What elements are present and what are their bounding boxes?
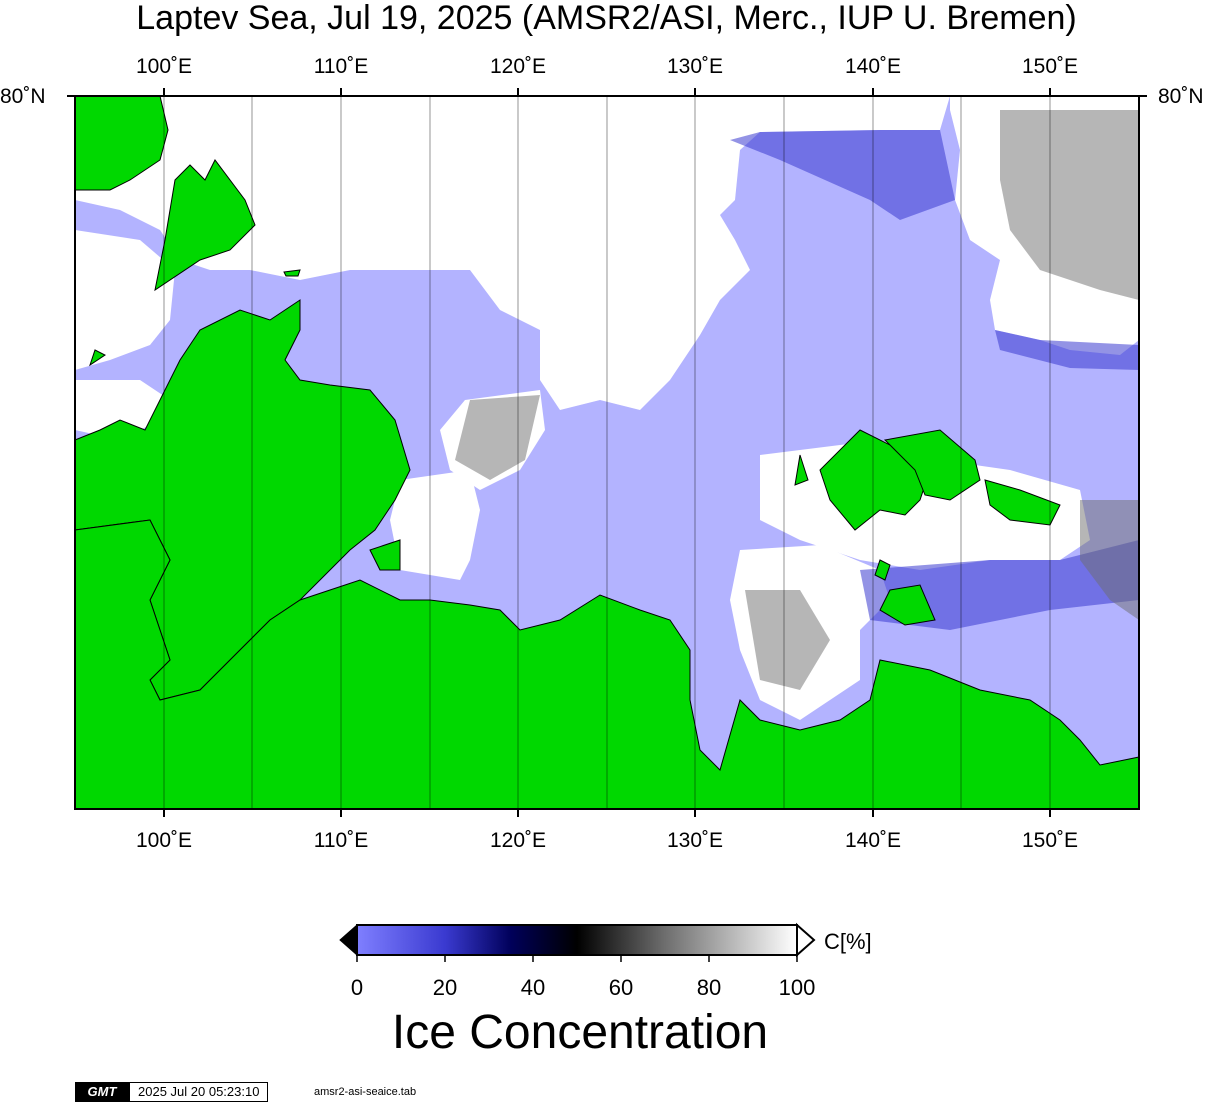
colorbar-tick-100: 100 [778,975,816,1000]
lon-label-bottom-140e: 140˚E [844,829,902,852]
stolbovoy-island [879,584,936,626]
severnaya-zemlya-bolshevik [154,159,256,292]
colorbar [339,922,816,962]
lon-label-bottom-110e: 110˚E [313,829,369,852]
colorbar-tick-60: 60 [608,975,634,1000]
colorbar-tick-0: 0 [350,975,364,1000]
colorbar-right-triangle [796,922,816,958]
graticule [163,96,1051,809]
lat-label-left-80n: 80˚N [0,85,46,108]
severnaya-zemlya-west [74,95,169,191]
lon-label-bottom-100e: 100˚E [135,829,193,852]
ice-grey-southeast [1080,500,1139,620]
lon-label-top-140e: 140˚E [844,55,902,78]
lon-label-top-150e: 150˚E [1021,55,1079,78]
lat-label-right-80n: 80˚N [1158,85,1204,108]
lon-label-bottom-120e: 120˚E [489,829,547,852]
colorbar-tick-20: 20 [432,975,458,1000]
sea-ice-west-coast-2 [75,380,170,440]
lena-delta-land [369,539,401,571]
map-title: Laptev Sea, Jul 19, 2025 (AMSR2/ASI, Mer… [136,0,1077,37]
frame-ticks [67,88,1147,817]
sea-ice-lena-delta [390,470,480,580]
small-island-3 [283,269,301,277]
small-island-1 [874,559,891,581]
colorbar-tick-40: 40 [520,975,546,1000]
ice-grey-eastsib [745,590,830,690]
sea-ice-west-coast [75,230,175,370]
small-island-4 [89,349,106,367]
lon-label-top-120e: 120˚E [489,55,547,78]
lon-label-top-110e: 110˚E [313,55,369,78]
sea-ice-north-central [75,96,950,410]
source-file-label: amsr2-asi-seaice.tab [314,1086,417,1098]
sea-ice-grey-zones [455,110,1139,690]
lon-label-bottom-130e: 130˚E [666,829,724,852]
colorbar-tick-80: 80 [696,975,722,1000]
colorbar-gradient [356,924,798,956]
lon-label-top-100e: 100˚E [135,55,193,78]
gmt-logo: GMT [75,1082,129,1102]
colorbar-unit: C[%] [824,929,872,954]
map-frame [74,95,1140,810]
small-island-2 [794,454,809,486]
colorbar-left-triangle [339,923,358,957]
kotelny-island [883,429,981,501]
colorbar-title: Ice Concentration [391,1006,769,1059]
ice-edge-north [730,130,955,220]
ice-grey-northeast [1000,110,1139,300]
lon-label-bottom-150e: 150˚E [1021,829,1079,852]
ice-grey-central [455,395,540,480]
ice-edge-east [995,330,1139,370]
timestamp-stamp: 2025 Jul 20 05:23:10 [129,1082,269,1102]
lon-label-top-130e: 130˚E [666,55,724,78]
